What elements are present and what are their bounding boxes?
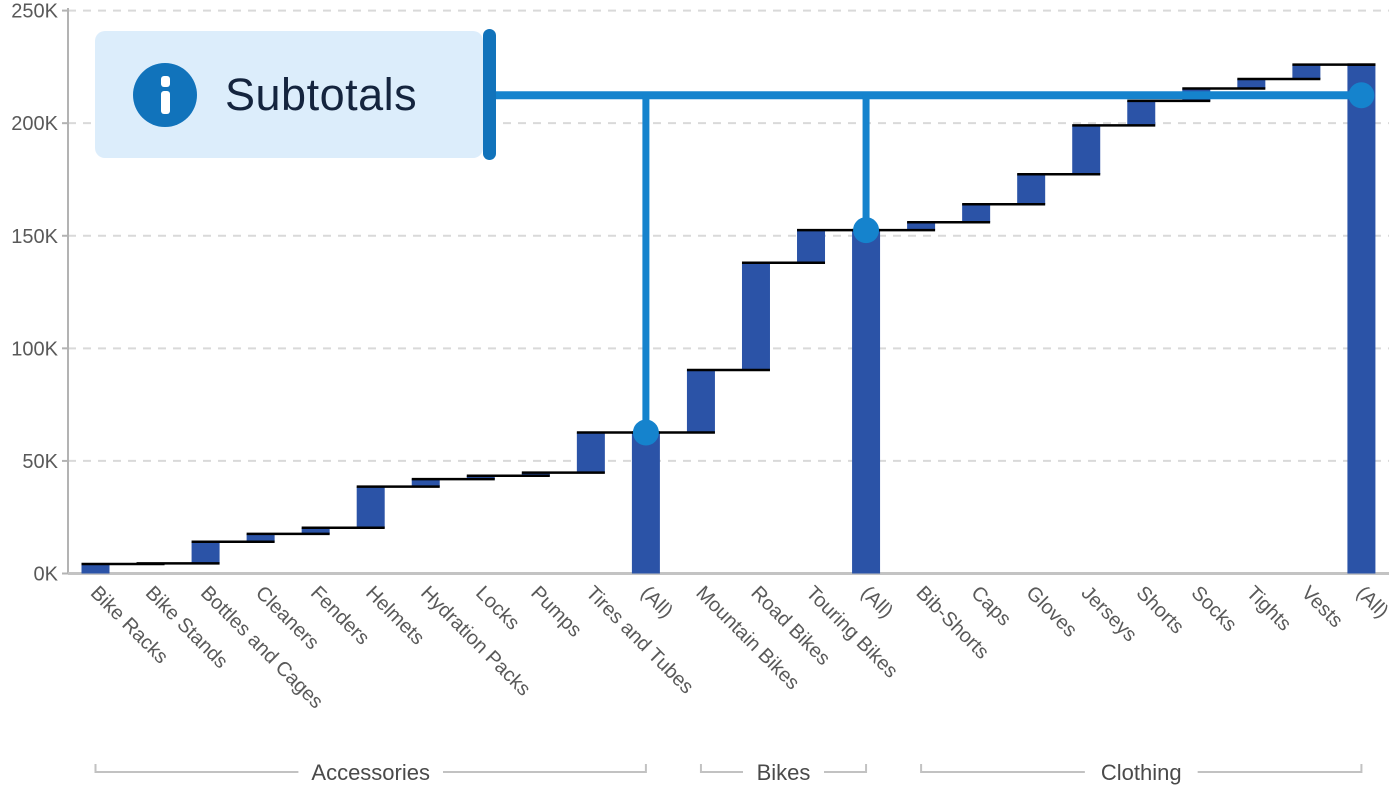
waterfall-bar[interactable] <box>356 486 385 528</box>
waterfall-bar[interactable] <box>1237 79 1266 89</box>
group-bracket <box>94 764 647 773</box>
waterfall-bar[interactable] <box>1017 174 1046 205</box>
subtotals-callout[interactable]: Subtotals <box>95 31 483 158</box>
subtotals-callout-label: Subtotals <box>225 68 418 120</box>
y-axis-label: 200K <box>11 113 58 135</box>
waterfall-bar[interactable] <box>1127 100 1156 126</box>
waterfall-bar[interactable] <box>1292 64 1321 80</box>
group-bracket <box>920 764 1363 773</box>
x-axis-label: Socks <box>1187 582 1241 636</box>
y-axis-label: 250K <box>11 1 58 23</box>
subtotal-bar[interactable] <box>852 230 881 574</box>
waterfall-bar[interactable] <box>741 262 770 370</box>
waterfall-bar[interactable] <box>907 222 936 231</box>
info-icon-dot <box>161 75 170 87</box>
y-axis-label: 100K <box>11 338 58 360</box>
waterfall-bar[interactable] <box>301 527 330 534</box>
x-axis-label: (All) <box>857 582 898 623</box>
subtotal-marker[interactable] <box>632 419 659 446</box>
group-label: Clothing <box>1101 760 1182 785</box>
x-axis-label: Tights <box>1242 582 1296 636</box>
waterfall-bar[interactable] <box>962 204 991 223</box>
group-bracket <box>699 764 868 773</box>
x-axis-label: Mountain Bikes <box>691 582 803 694</box>
info-icon-stem <box>161 90 170 114</box>
waterfall-bar[interactable] <box>81 564 110 574</box>
x-axis-label: Vests <box>1297 582 1347 632</box>
subtotal-marker[interactable] <box>1348 82 1375 109</box>
group-label: Bikes <box>757 760 811 785</box>
x-axis-label: Jerseys <box>1077 582 1141 646</box>
waterfall-bar[interactable] <box>191 541 220 564</box>
info-icon <box>133 62 197 127</box>
subtotals-callout-handle[interactable] <box>483 29 496 160</box>
y-axis-label: 0K <box>34 564 59 586</box>
waterfall-bar[interactable] <box>797 230 826 263</box>
waterfall-bar[interactable] <box>521 472 550 476</box>
waterfall-bar[interactable] <box>1072 125 1101 175</box>
subtotal-bar[interactable] <box>1347 64 1376 574</box>
x-axis-label: Pumps <box>526 582 586 642</box>
x-axis-label: Gloves <box>1022 582 1082 642</box>
subtotal-drop-line <box>862 95 870 231</box>
x-axis-label: (All) <box>636 582 677 623</box>
waterfall-bar[interactable] <box>466 475 495 480</box>
x-axis-label: Helmets <box>361 582 428 649</box>
subtotal-drop-line <box>642 95 650 433</box>
waterfall-bar[interactable] <box>686 369 715 433</box>
waterfall-bar[interactable] <box>246 533 275 542</box>
subtotal-bar[interactable] <box>631 432 660 574</box>
group-label: Accessories <box>311 760 430 785</box>
waterfall-bar[interactable] <box>411 479 440 487</box>
x-axis-label: (All) <box>1352 582 1389 623</box>
y-axis-label: 50K <box>22 451 58 473</box>
subtotals-rule <box>490 91 1362 100</box>
x-axis-label: Locks <box>471 582 524 635</box>
subtotal-marker[interactable] <box>853 217 880 244</box>
waterfall-bar[interactable] <box>576 432 605 473</box>
x-axis-label: Caps <box>967 582 1016 631</box>
y-axis-label: 150K <box>11 226 58 248</box>
